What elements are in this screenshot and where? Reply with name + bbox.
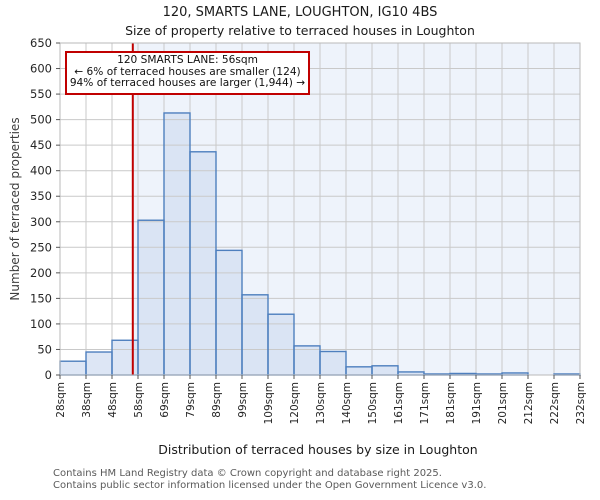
y-tick-label: 650 <box>30 36 52 50</box>
y-tick-label: 450 <box>30 138 52 152</box>
histogram-bar <box>190 151 216 375</box>
y-tick-label: 350 <box>30 189 52 203</box>
y-tick-label: 50 <box>37 342 52 356</box>
y-tick-label: 500 <box>30 113 52 127</box>
histogram-bar <box>268 314 294 375</box>
histogram-bar <box>502 372 528 375</box>
x-tick-label: 150sqm <box>367 382 379 424</box>
histogram-bar <box>450 373 476 375</box>
histogram-bar <box>138 220 164 375</box>
footer-copyright-line: Contains HM Land Registry data © Crown c… <box>53 468 442 479</box>
x-tick-label: 191sqm <box>471 382 483 424</box>
x-tick-label: 201sqm <box>497 382 509 424</box>
histogram-bar <box>346 366 372 375</box>
histogram-bar <box>164 112 190 375</box>
y-tick-label: 600 <box>30 62 52 76</box>
x-axis-title: Distribution of terraced houses by size … <box>158 442 478 457</box>
x-tick-label: 212sqm <box>523 382 535 424</box>
footer-licence-line: Contains public sector information licen… <box>53 479 487 491</box>
x-tick-label: 161sqm <box>393 382 405 424</box>
x-tick-label: 28sqm <box>55 382 67 418</box>
x-tick-label: 140sqm <box>341 382 353 424</box>
x-tick-label: 38sqm <box>81 382 93 418</box>
histogram-bar <box>86 352 112 375</box>
histogram-bar <box>216 250 242 375</box>
x-tick-label: 48sqm <box>107 382 119 418</box>
y-tick-label: 400 <box>30 164 52 178</box>
annotation-property-size: 120 SMARTS LANE: 56sqm <box>117 54 258 66</box>
histogram-bar <box>320 351 346 375</box>
x-tick-label: 120sqm <box>289 382 301 424</box>
y-tick-label: 250 <box>30 240 52 254</box>
x-tick-label: 89sqm <box>211 382 223 418</box>
x-tick-label: 79sqm <box>185 382 197 418</box>
footer: Contains HM Land Registry data © Crown c… <box>53 468 486 491</box>
y-tick-label: 300 <box>30 215 52 229</box>
histogram-bar <box>294 345 320 375</box>
x-tick-label: 69sqm <box>159 382 171 418</box>
chart-subtitle: Size of property relative to terraced ho… <box>125 23 475 38</box>
x-tick-label: 181sqm <box>445 382 457 424</box>
x-tick-label: 222sqm <box>549 382 561 424</box>
y-tick-label: 550 <box>30 87 52 101</box>
x-tick-label: 130sqm <box>315 382 327 424</box>
y-axis-title: Number of terraced properties <box>8 117 22 301</box>
chart-title: 120, SMARTS LANE, LOUGHTON, IG10 4BS <box>162 5 438 20</box>
y-tick-label: 0 <box>45 368 52 382</box>
histogram-bar <box>372 365 398 375</box>
property-annotation-box: 120 SMARTS LANE: 56sqm ← 6% of terraced … <box>65 51 310 95</box>
annotation-larger-pct: 94% of terraced houses are larger (1,944… <box>69 77 306 90</box>
y-tick-label: 100 <box>30 317 52 331</box>
y-tick-label: 200 <box>30 266 52 280</box>
y-tick-label: 150 <box>30 291 52 305</box>
x-tick-label: 232sqm <box>575 382 587 424</box>
histogram-bar <box>242 294 268 375</box>
histogram-bar <box>112 340 138 375</box>
x-tick-label: 171sqm <box>419 382 431 424</box>
x-tick-label: 99sqm <box>237 382 249 418</box>
x-tick-label: 58sqm <box>133 382 145 418</box>
annotation-smaller-pct: ← 6% of terraced houses are smaller (124… <box>74 65 301 78</box>
histogram-bar <box>60 361 86 375</box>
x-tick-label: 109sqm <box>263 382 275 424</box>
histogram-bar <box>398 371 424 375</box>
